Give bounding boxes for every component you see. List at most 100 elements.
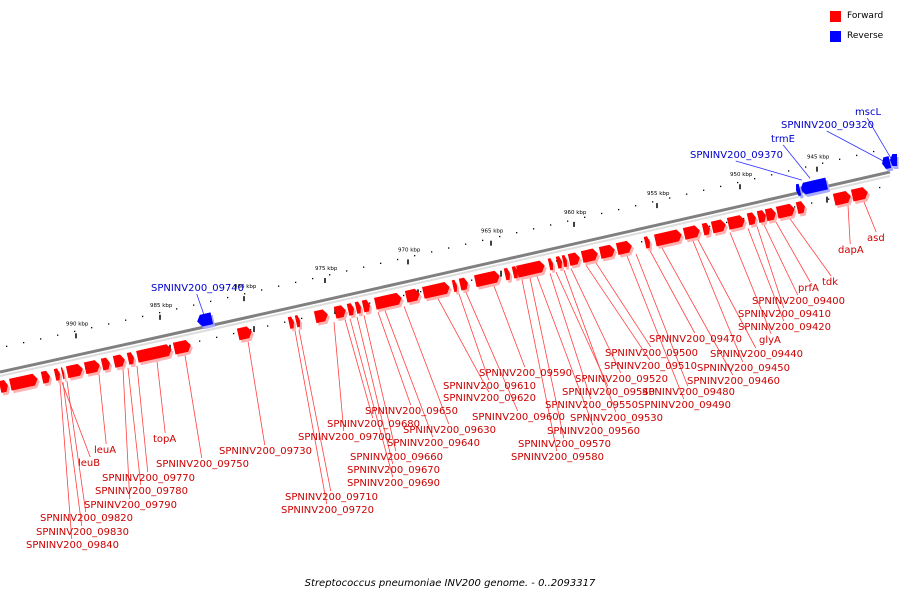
gene-label-forward: SPNINV200_09630 bbox=[403, 425, 496, 436]
tick-dot bbox=[641, 241, 643, 243]
gene-label-forward: SPNINV200_09640 bbox=[387, 438, 480, 449]
leader-line bbox=[344, 319, 374, 419]
legend-item-reverse: Reverse bbox=[830, 28, 892, 44]
gene-arrow-body bbox=[65, 363, 83, 379]
gene-arrow-body bbox=[832, 190, 851, 206]
legend-label-forward: Forward bbox=[847, 11, 884, 21]
gene-label-forward: SPNINV200_09440 bbox=[710, 349, 803, 360]
gene-arrow-forward bbox=[726, 215, 747, 233]
leader-line bbox=[549, 273, 592, 400]
gene-arrow-forward bbox=[83, 360, 102, 377]
gene-arrow-body bbox=[890, 154, 897, 166]
gene-arrow-body bbox=[764, 207, 776, 222]
gene-arrow-reverse bbox=[800, 177, 831, 198]
leader-line bbox=[626, 255, 685, 400]
gene-arrow-forward bbox=[516, 260, 547, 281]
tick-dot bbox=[295, 281, 297, 284]
gene-arrows bbox=[0, 154, 899, 396]
tick-dot bbox=[125, 319, 127, 321]
scale-tick-label: 960 kbp bbox=[564, 210, 587, 216]
gene-label-forward: asd bbox=[867, 233, 885, 244]
tick-dot bbox=[23, 341, 25, 344]
gene-arrow-body bbox=[100, 357, 110, 371]
legend-label-reverse: Reverse bbox=[847, 31, 884, 41]
gene-label-forward: leuB bbox=[78, 458, 100, 469]
gene-label-forward: SPNINV200_09830 bbox=[36, 527, 129, 538]
gene-arrow-body bbox=[333, 305, 346, 319]
gene-arrow-body bbox=[643, 236, 650, 249]
tick-dot bbox=[635, 205, 637, 207]
leader-line bbox=[735, 160, 803, 181]
gene-arrow-forward bbox=[473, 270, 502, 290]
gene-arrow-forward bbox=[615, 240, 634, 258]
leader-line bbox=[298, 329, 332, 492]
tick-dot bbox=[142, 315, 144, 318]
scale-tick-label: 985 kbp bbox=[150, 303, 173, 309]
gene-label-forward: SPNINV200_09570 bbox=[518, 439, 611, 450]
gene-arrow-body bbox=[580, 248, 598, 263]
gene-label-forward: SPNINV200_09680 bbox=[327, 419, 420, 430]
tick-dot bbox=[40, 338, 42, 340]
gene-label-forward: SPNINV200_09660 bbox=[350, 452, 443, 463]
leader-line bbox=[775, 221, 811, 283]
gene-label-forward: SPNINV200_09470 bbox=[649, 334, 742, 345]
gene-arrow-body bbox=[473, 270, 500, 288]
tick-dot bbox=[227, 296, 229, 299]
gene-arrow-forward bbox=[172, 339, 193, 358]
tick-dot bbox=[261, 289, 263, 291]
gene-arrow-body bbox=[516, 260, 545, 278]
gene-label-forward: SPNINV200_09700 bbox=[298, 432, 391, 443]
leader-line bbox=[747, 228, 785, 322]
gene-arrow-forward bbox=[422, 282, 452, 302]
tick-dot bbox=[879, 186, 881, 189]
gene-label-forward: glyA bbox=[759, 335, 781, 346]
gene-arrow-body bbox=[112, 354, 125, 368]
gene-arrow-forward bbox=[561, 254, 570, 270]
gene-arrow-forward bbox=[503, 267, 513, 283]
tick-dot bbox=[278, 285, 280, 287]
gene-arrow-forward bbox=[112, 354, 127, 371]
genome-caption: Streptococcus pneumoniae INV200 genome. … bbox=[304, 578, 596, 589]
gene-arrow-body bbox=[682, 225, 700, 240]
scale-tick-label: 975 kbp bbox=[315, 266, 338, 272]
gene-label-forward: SPNINV200_09560 bbox=[547, 426, 640, 437]
gene-arrow-body bbox=[511, 266, 518, 279]
leader-line bbox=[729, 232, 772, 335]
tick-dot bbox=[839, 158, 841, 160]
gene-label-forward: SPNINV200_09480 bbox=[642, 387, 735, 398]
tick-dot bbox=[720, 185, 722, 188]
gene-arrow-forward bbox=[458, 277, 471, 294]
gene-label-forward: SPNINV200_09720 bbox=[281, 505, 374, 516]
leader-line bbox=[536, 276, 594, 426]
tick-dot bbox=[216, 336, 218, 338]
tick-dot bbox=[159, 312, 161, 314]
tick-dot bbox=[244, 293, 246, 295]
gene-arrow-body bbox=[756, 210, 766, 223]
gene-label-forward: SPNINV200_09500 bbox=[605, 348, 698, 359]
gene-arrow-forward bbox=[40, 370, 53, 387]
scale-tick-label: 955 kbp bbox=[647, 191, 670, 197]
leader-line bbox=[127, 367, 142, 486]
gene-label-forward: SPNINV200_09540 bbox=[562, 387, 655, 398]
leader-line bbox=[349, 318, 394, 478]
gene-arrow-forward bbox=[795, 201, 808, 217]
gene-label-forward: tdk bbox=[822, 277, 838, 288]
legend-swatch-reverse bbox=[830, 30, 841, 42]
gene-arrow-body bbox=[746, 212, 756, 226]
gene-arrow-forward bbox=[287, 316, 297, 332]
gene-arrow-body bbox=[236, 326, 252, 341]
gene-arrow-body bbox=[800, 177, 828, 195]
tick-dot bbox=[788, 170, 790, 172]
tick-dot bbox=[414, 255, 416, 257]
tick-dot bbox=[397, 258, 399, 261]
tick-dot bbox=[6, 345, 8, 347]
tick-dot bbox=[233, 332, 235, 335]
gene-arrow-reverse bbox=[890, 154, 899, 169]
legend-swatch-forward bbox=[830, 10, 841, 22]
tick-dot bbox=[312, 277, 314, 280]
tick-dot bbox=[448, 247, 450, 249]
gene-arrow-body bbox=[374, 292, 402, 310]
leader-line bbox=[184, 355, 203, 459]
leader-line bbox=[59, 382, 73, 540]
gene-arrow-forward bbox=[361, 299, 373, 315]
